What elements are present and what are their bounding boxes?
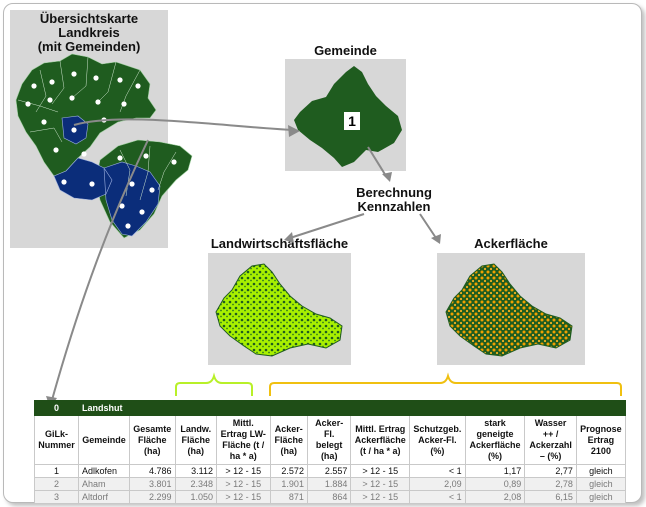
col-header-acker: Acker-Fläche (ha) — [269, 415, 308, 465]
table-row: 2 Aham 3.801 2.348 > 12 - 15 1.901 1.884… — [34, 477, 627, 491]
table-header-row: GiLk-Nummer Gemeinde Gesamte Fläche (ha)… — [34, 415, 627, 465]
cell-gilk: 1 — [34, 464, 79, 478]
cell-ertrag-acker: > 12 - 15 — [350, 464, 411, 478]
cell-gilk: 2 — [34, 477, 79, 491]
table-row: 1 Adlkofen 4.786 3.112 > 12 - 15 2.572 2… — [34, 464, 627, 478]
col-header-geneigt: stark geneigte Ackerfläche (%) — [464, 415, 526, 465]
cell-acker-belegt: 864 — [306, 490, 352, 504]
cell-acker-belegt: 1.884 — [306, 477, 352, 491]
overview-map — [15, 53, 193, 239]
cell-schutz: 2,09 — [409, 477, 466, 491]
lw-map — [215, 263, 343, 357]
cell-ertrag-acker: > 12 - 15 — [350, 490, 411, 504]
col-header-gemeinde: Gemeinde — [77, 415, 131, 465]
cell-gemeinde: Aham — [77, 477, 131, 491]
col-header-landw: Landw. Fläche (ha) — [174, 415, 217, 465]
calculation-label-line1: Berechnung — [356, 185, 432, 200]
lw-columns-bracket — [175, 372, 253, 396]
cell-prognose: gleich — [575, 477, 627, 491]
municipality-number-box — [344, 112, 360, 130]
municipality-number-markers — [25, 71, 177, 229]
cell-wasser: 2,77 — [524, 464, 577, 478]
arrow-calc-to-acker — [419, 213, 437, 239]
municipality-data-table: 0 Landshut GiLk-Nummer Gemeinde Gesamte … — [34, 400, 627, 504]
cell-prognose: gleich — [575, 490, 627, 504]
col-header-gesamt: Gesamte Fläche (ha) — [129, 415, 176, 465]
cell-ertrag-lw: > 12 - 15 — [215, 464, 271, 478]
cell-gesamt: 3.801 — [129, 477, 176, 491]
cell-gilk: 3 — [34, 490, 79, 504]
flow-arrows — [51, 118, 437, 401]
col-header-schutz: Schutzgeb. Acker-Fl. (%) — [409, 415, 466, 465]
cell-acker: 2.572 — [269, 464, 308, 478]
col-header-prognose: Prognose Ertrag 2100 — [575, 415, 627, 465]
cell-gemeinde: Altdorf — [77, 490, 131, 504]
cell-prognose: gleich — [575, 464, 627, 478]
col-header-wasser: Wasser ++ / Ackerzahl – (%) — [524, 415, 577, 465]
gemeinde-map: 1 — [294, 66, 402, 167]
cell-geneigt: 2,08 — [464, 490, 526, 504]
district-area-green — [15, 53, 193, 239]
table-region-row: 0 Landshut — [34, 400, 627, 416]
overview-title-line2: (mit Gemeinden) — [37, 39, 141, 54]
gemeinde-title: Gemeinde — [314, 43, 377, 58]
cell-landw: 2.348 — [174, 477, 217, 491]
agricultural-area-shape — [215, 263, 343, 357]
arrow-gemeinde-to-calc — [367, 146, 387, 177]
overview-title-line1: Übersichtskarte Landkreis — [39, 11, 139, 40]
arrow-calc-to-lw — [289, 213, 365, 239]
arrowhead-acker — [431, 234, 441, 244]
district-area-blue — [53, 115, 161, 237]
cell-ertrag-acker: > 12 - 15 — [350, 477, 411, 491]
acker-map — [445, 263, 573, 357]
region-id: 0 — [34, 400, 79, 416]
col-header-ertrag-lw: Mittl. Ertrag LW-Fläche (t / ha * a) — [215, 415, 271, 465]
overview-title: Übersichtskarte Landkreis (mit Gemeinden… — [10, 12, 168, 54]
arrowhead-gemeinde — [288, 125, 300, 137]
arrow-overview-to-table — [51, 139, 149, 401]
acker-columns-bracket — [269, 372, 622, 396]
cell-acker: 871 — [269, 490, 308, 504]
cell-ertrag-lw: > 12 - 15 — [215, 490, 271, 504]
table-row: 3 Altdorf 2.299 1.050 > 12 - 15 871 864 … — [34, 490, 627, 504]
cell-acker: 1.901 — [269, 477, 308, 491]
cell-ertrag-lw: > 12 - 15 — [215, 477, 271, 491]
cell-landw: 3.112 — [174, 464, 217, 478]
cell-gemeinde: Adlkofen — [77, 464, 131, 478]
municipality-borders — [17, 56, 177, 201]
calculation-label-line2: Kennzahlen — [357, 199, 431, 214]
cell-gesamt: 4.786 — [129, 464, 176, 478]
cell-wasser: 2,78 — [524, 477, 577, 491]
arrowhead-calc — [382, 172, 392, 182]
arrow-overview-to-gemeinde — [73, 118, 293, 131]
arable-area-shape — [445, 263, 573, 357]
cell-wasser: 6,15 — [524, 490, 577, 504]
cell-acker-belegt: 2.557 — [306, 464, 352, 478]
cell-landw: 1.050 — [174, 490, 217, 504]
col-header-ertrag-acker: Mittl. Ertrag Ackerfläche (t / ha * a) — [350, 415, 411, 465]
col-header-gilk: GiLk-Nummer — [34, 415, 79, 465]
arrow-heads — [46, 125, 441, 408]
calculation-label: Berechnung Kennzahlen — [340, 186, 448, 214]
region-name: Landshut — [77, 400, 627, 416]
col-header-acker-belegt: Acker-Fl. belegt (ha) — [306, 415, 352, 465]
lw-title: Landwirtschaftsfläche — [210, 236, 349, 251]
cell-schutz: < 1 — [409, 464, 466, 478]
cell-geneigt: 0,89 — [464, 477, 526, 491]
cell-geneigt: 1,17 — [464, 464, 526, 478]
cell-gesamt: 2.299 — [129, 490, 176, 504]
arrowhead-lw — [284, 232, 294, 243]
acker-title: Ackerfläche — [474, 236, 548, 251]
municipality-number: 1 — [348, 113, 356, 129]
cell-schutz: < 1 — [409, 490, 466, 504]
